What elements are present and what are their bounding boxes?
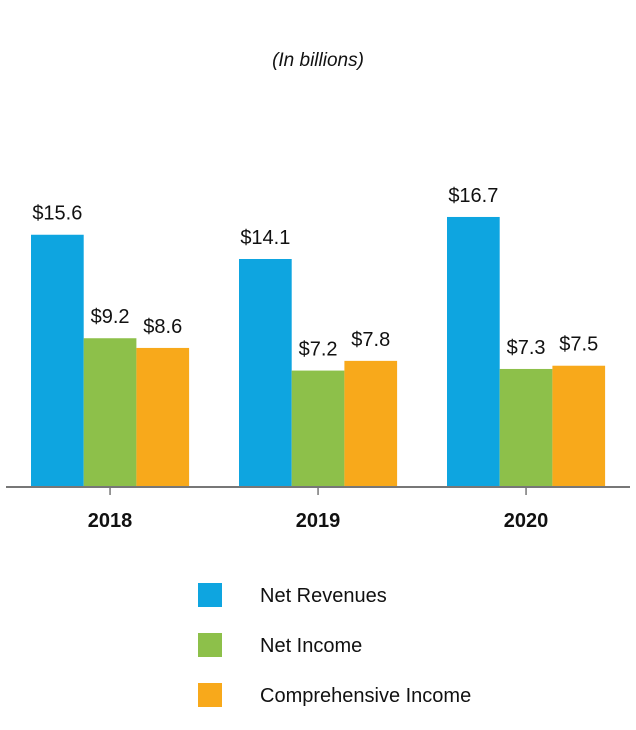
value-label-2019-net-revenues: $14.1 <box>240 227 290 249</box>
bar-2019-net-revenues <box>239 259 292 487</box>
value-label-2018-net-revenues: $15.6 <box>32 203 82 225</box>
value-label-2020-net-income: $7.3 <box>507 337 546 359</box>
legend-swatch-net-revenues <box>198 583 222 607</box>
x-tick-label-2020: 2020 <box>504 510 549 532</box>
legend-swatch-comprehensive-income <box>198 683 222 707</box>
bar-2019-comprehensive-income <box>344 360 398 487</box>
bar-2020-net-revenues <box>447 216 500 487</box>
legend-swatch-net-income <box>198 633 222 657</box>
value-label-2018-comprehensive-income: $8.6 <box>143 316 182 338</box>
legend-label-comprehensive-income: Comprehensive Income <box>260 685 471 707</box>
bars-group: $15.6 $9.2 $8.6 $14.1 $7.2 $7.8 $16.7 $7.3 $7.5 <box>31 185 606 487</box>
value-label-2020-comprehensive-income: $7.5 <box>559 334 598 356</box>
bar-2018-net-income <box>83 338 137 487</box>
value-label-2018-net-income: $9.2 <box>91 306 130 328</box>
legend-label-net-income: Net Income <box>260 635 362 657</box>
bar-2018-comprehensive-income <box>136 347 190 487</box>
x-tick-label-2019: 2019 <box>296 510 341 532</box>
legend-label-net-revenues: Net Revenues <box>260 585 387 607</box>
x-tick-label-2018: 2018 <box>88 510 133 532</box>
value-label-2019-net-income: $7.2 <box>299 339 338 361</box>
value-label-2020-net-revenues: $16.7 <box>448 185 498 207</box>
bar-2020-comprehensive-income <box>552 365 606 487</box>
bar-2019-net-income <box>291 370 345 487</box>
chart-subtitle: (In billions) <box>272 50 364 71</box>
x-axis-ticks: 2018 2019 2020 <box>88 487 549 532</box>
value-label-2019-comprehensive-income: $7.8 <box>351 329 390 351</box>
bar-2018-net-revenues <box>31 234 84 487</box>
bar-2020-net-income <box>499 368 553 487</box>
legend: Net Revenues Net Income Comprehensive Inco… <box>198 583 471 707</box>
